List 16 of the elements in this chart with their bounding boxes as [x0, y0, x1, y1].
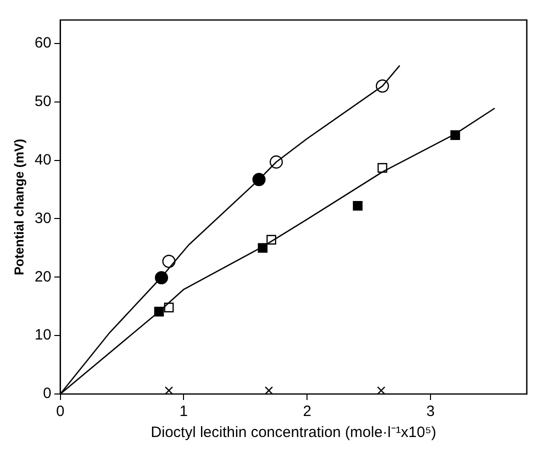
y-tick-label: 20 [34, 268, 52, 286]
point [352, 200, 363, 211]
x-tick-label: 3 [426, 403, 435, 420]
y-tick-label: 40 [34, 151, 52, 168]
y-tick-label: 60 [34, 34, 52, 52]
y-tick-label: 50 [34, 92, 52, 110]
x-tick-label: 1 [180, 403, 188, 420]
y-axis-title: Potential change (mV) [11, 138, 26, 276]
point [164, 302, 174, 312]
point [162, 254, 176, 268]
x-axis-title: Dioctyl lecithin concentration (mole·l⁻¹x10⁵) [150, 424, 436, 442]
y-tick-label: 0 [42, 385, 52, 402]
y-tick-label: 30 [34, 210, 52, 227]
y-tick-label: 10 [34, 326, 52, 344]
x-tick-label: 2 [302, 403, 312, 420]
x-tick-label: 0 [56, 403, 64, 420]
